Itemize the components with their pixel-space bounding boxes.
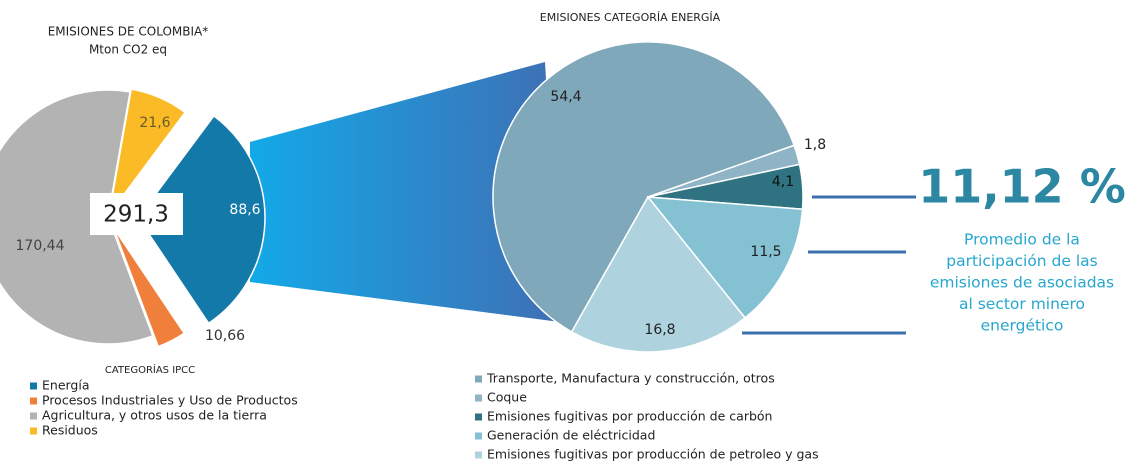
legend-label: Coque [487,390,527,405]
value-label: 11,5 [750,244,781,260]
value-label: 170,44 [16,238,65,254]
total-label: 291,3 [103,202,169,228]
legend-label: Energía [42,378,90,393]
value-label: 4,1 [772,174,794,190]
chart-title: EMISIONES CATEGORÍA ENERGÍA [540,11,721,24]
value-label: 54,4 [550,89,581,105]
legend-label: Emisiones fugitivas por producción de ca… [487,409,772,424]
annotation-text: participación de las [946,252,1098,270]
pie-slice [492,41,796,333]
legend-title: CATEGORÍAS IPCC [105,363,195,376]
chart-title: EMISIONES DE COLOMBIA* [48,25,209,39]
legend-swatch [475,375,482,383]
legend-swatch [475,394,482,402]
value-label: 16,8 [644,322,675,338]
chart-subtitle: Mton CO2 eq [89,43,167,57]
legend-swatch [30,382,37,390]
annotation-text: energético [981,317,1064,335]
annotation-text: emisiones de asociadas [930,274,1114,292]
annotation-headline: 11,12 % [918,160,1126,214]
legend-label: Transporte, Manufactura y construcción, … [486,371,775,386]
value-label: 21,6 [139,115,170,131]
pie-slice [646,196,804,319]
annotation-text: al sector minero [959,295,1085,313]
pie-slice [0,89,154,345]
value-label: 10,66 [205,328,245,344]
legend-swatch [30,412,37,420]
pie-slice [570,195,747,353]
value-label: 1,8 [804,137,826,153]
pie-slice [108,88,187,215]
pie-slice [137,114,266,325]
legend-swatch [475,432,482,440]
pie-slice [112,227,186,348]
legend-swatch [30,397,37,405]
annotation-text: Promedio de la [964,231,1080,249]
value-label: 88,6 [229,202,260,218]
legend-label: Residuos [42,423,98,438]
legend-swatch [475,413,482,421]
legend-swatch [30,427,37,435]
legend-label: Procesos Industriales y Uso de Productos [42,393,298,408]
total-box [90,193,183,235]
legend-label: Agricultura, y otros usos de la tierra [42,408,267,423]
legend-label: Emisiones fugitivas por producción de pe… [487,447,819,462]
connector [250,62,560,322]
legend-swatch [475,451,482,459]
legend-label: Generación de eléctricidad [487,428,655,443]
pies [0,41,804,353]
